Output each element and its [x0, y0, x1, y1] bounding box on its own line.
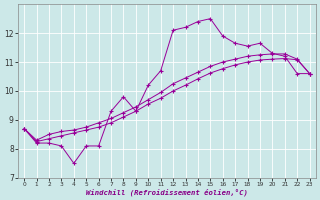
X-axis label: Windchill (Refroidissement éolien,°C): Windchill (Refroidissement éolien,°C)	[86, 188, 248, 196]
